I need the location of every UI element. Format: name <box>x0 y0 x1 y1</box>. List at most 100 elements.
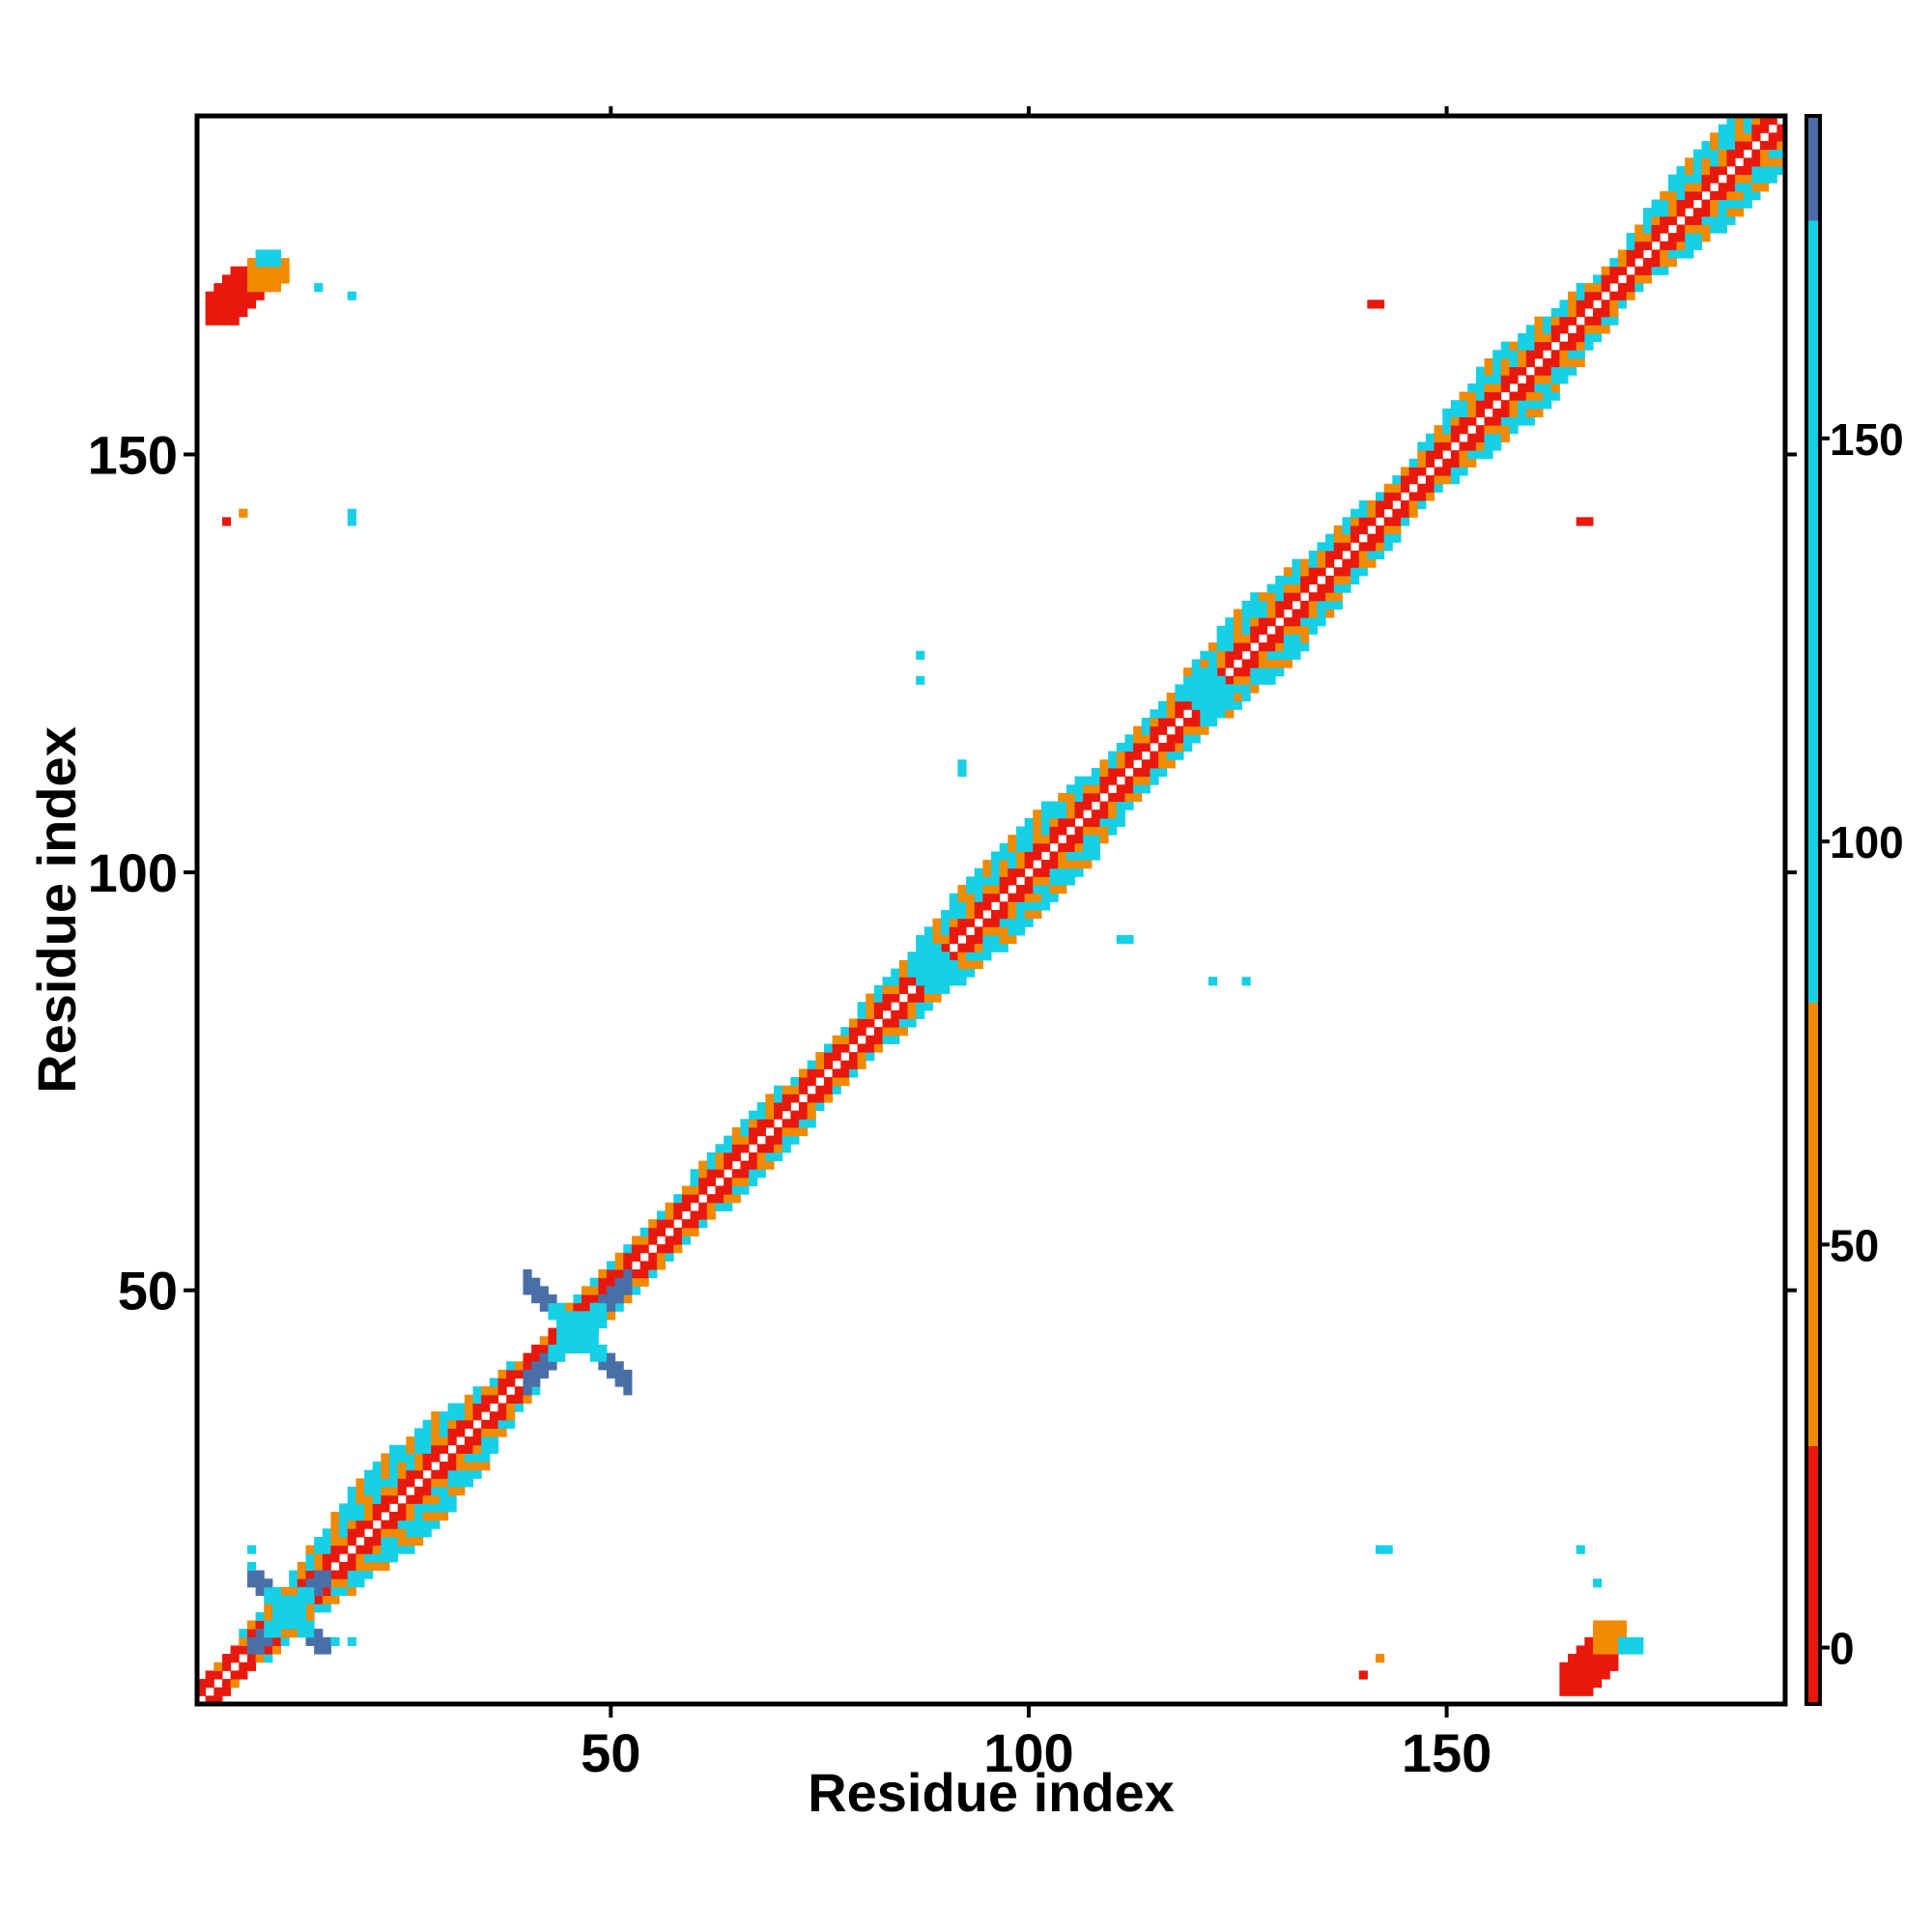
heatmap-cell <box>982 918 992 927</box>
heatmap-cell <box>280 1636 290 1646</box>
heatmap-cell <box>280 1611 290 1621</box>
heatmap-cell <box>656 1244 667 1254</box>
heatmap-cell <box>1083 801 1093 810</box>
heatmap-cell <box>631 1236 641 1245</box>
heatmap-cell <box>1568 357 1577 368</box>
heatmap-cell <box>1392 483 1402 493</box>
heatmap-cell <box>497 1369 507 1379</box>
heatmap-cell <box>798 1119 809 1128</box>
heatmap-cell <box>556 1302 566 1312</box>
heatmap-cell <box>1634 1645 1644 1655</box>
heatmap-cell <box>1083 860 1093 869</box>
heatmap-cell <box>1751 157 1761 167</box>
heatmap-cell <box>1241 659 1251 668</box>
heatmap-cell <box>1584 1679 1594 1689</box>
heatmap-cell <box>497 1378 507 1387</box>
heatmap-cell <box>1768 157 1777 167</box>
heatmap-cell <box>1008 876 1017 886</box>
heatmap-cell <box>1601 325 1610 334</box>
heatmap-cell <box>923 952 933 961</box>
heatmap-cell <box>1216 675 1226 685</box>
heatmap-cell <box>413 1428 424 1437</box>
heatmap-cell <box>431 1494 440 1504</box>
heatmap-cell <box>1751 190 1761 201</box>
heatmap-cell <box>1308 567 1318 577</box>
heatmap-cell <box>639 1269 649 1279</box>
heatmap-cell <box>1760 183 1770 192</box>
heatmap-cell <box>698 1210 708 1220</box>
heatmap-cell <box>548 1344 557 1354</box>
heatmap-cell <box>823 1060 834 1069</box>
heatmap-cell <box>1116 759 1125 769</box>
heatmap-cell <box>372 1478 382 1488</box>
heatmap-cell <box>246 1561 257 1572</box>
heatmap-cell <box>1660 199 1669 209</box>
heatmap-cell <box>923 993 933 1003</box>
heatmap-cell <box>246 1629 257 1638</box>
heatmap-cell <box>1216 668 1226 677</box>
heatmap-cell <box>957 759 967 769</box>
heatmap-cell <box>1692 208 1702 217</box>
heatmap-cell <box>1091 826 1100 836</box>
heatmap-cell <box>372 1553 382 1563</box>
heatmap-cell <box>564 1319 574 1329</box>
heatmap-cell <box>1467 416 1477 426</box>
heatmap-cell <box>1425 433 1435 442</box>
heatmap-cell <box>297 1604 306 1613</box>
heatmap-cell <box>1250 650 1260 660</box>
heatmap-cell <box>1475 441 1485 451</box>
heatmap-cell <box>1459 408 1468 417</box>
heatmap-cell <box>1225 684 1235 694</box>
heatmap-cell <box>665 1219 674 1229</box>
heatmap-cell <box>1191 734 1201 744</box>
heatmap-cell <box>1559 1687 1569 1696</box>
heatmap-cell <box>1300 600 1310 610</box>
heatmap-cell <box>573 1327 582 1337</box>
heatmap-cell <box>1124 784 1134 794</box>
heatmap-cell <box>740 1135 750 1145</box>
heatmap-cell <box>774 1110 783 1120</box>
heatmap-cell <box>740 1160 750 1170</box>
heatmap-cell <box>614 1369 624 1379</box>
heatmap-cell <box>957 977 967 986</box>
heatmap-cell <box>1367 558 1377 568</box>
heatmap-cell <box>364 1478 374 1488</box>
heatmap-cell <box>1584 1687 1594 1696</box>
heatmap-cell <box>1133 751 1143 760</box>
heatmap-cell <box>690 1185 699 1195</box>
heatmap-cell <box>1685 249 1694 259</box>
heatmap-cell <box>213 308 223 318</box>
heatmap-cell <box>305 1604 315 1613</box>
heatmap-cell <box>1200 675 1209 685</box>
heatmap-cell <box>1183 675 1193 685</box>
heatmap-cell <box>1518 391 1527 401</box>
heatmap-cell <box>264 274 273 284</box>
heatmap-cell <box>1091 842 1100 852</box>
heatmap-cell <box>213 1662 223 1671</box>
heatmap-cell <box>422 1528 432 1538</box>
heatmap-cell <box>1676 233 1686 242</box>
heatmap-cell <box>715 1185 724 1195</box>
heatmap-cell <box>1358 558 1368 568</box>
heatmap-cell <box>271 1645 282 1655</box>
heatmap-cell <box>264 1629 273 1638</box>
heatmap-cell <box>1099 826 1109 836</box>
heatmap-cell <box>1475 425 1485 435</box>
heatmap-cell <box>1065 817 1076 827</box>
heatmap-cell <box>1459 391 1468 401</box>
heatmap-cell <box>690 1169 699 1179</box>
heatmap-cell <box>1308 600 1318 610</box>
heatmap-cell <box>1626 233 1635 242</box>
heatmap-cell <box>724 1185 733 1195</box>
heatmap-cell <box>1015 893 1026 902</box>
heatmap-cell <box>305 1553 315 1563</box>
heatmap-cell <box>1434 475 1443 485</box>
heatmap-cell <box>289 1570 298 1579</box>
heatmap-cell <box>1225 625 1235 635</box>
heatmap-cell <box>1275 634 1285 643</box>
heatmap-cell <box>197 1679 207 1689</box>
heatmap-cell <box>280 1620 290 1630</box>
heatmap-cell <box>1442 416 1452 426</box>
heatmap-cell <box>389 1528 399 1538</box>
